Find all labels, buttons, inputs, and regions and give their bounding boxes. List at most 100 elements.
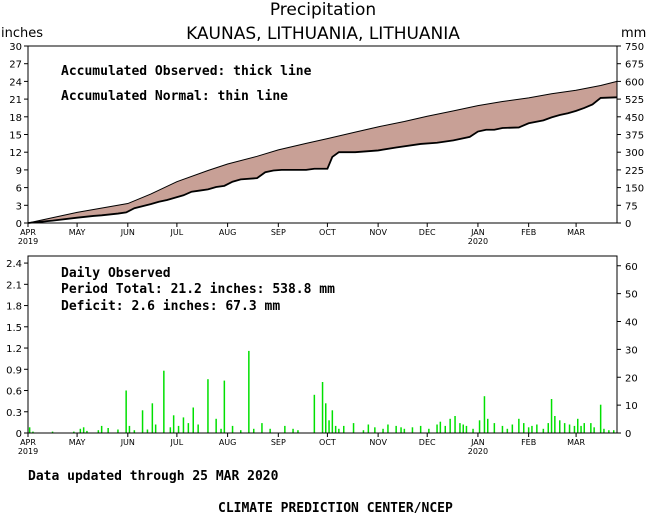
daily-bar xyxy=(253,428,255,433)
y-tick-label-right: 600 xyxy=(625,77,644,88)
daily-bar xyxy=(483,396,486,433)
daily-bar xyxy=(387,424,389,433)
y-tick-label-right: 375 xyxy=(625,131,644,142)
y-tick-label-right: 150 xyxy=(625,184,644,195)
daily-bar xyxy=(411,427,414,433)
y-tick-label-left: 18 xyxy=(9,113,22,124)
y-tick-label-right: 30 xyxy=(625,345,638,356)
daily-bar xyxy=(573,425,576,433)
month-label: NOV xyxy=(369,438,387,447)
daily-bar xyxy=(231,425,234,433)
normal-line xyxy=(27,80,618,224)
daily-bar xyxy=(506,428,509,433)
y-tick-label-right: 525 xyxy=(625,95,644,106)
y-tick-label-right: 60 xyxy=(625,262,638,273)
y-tick-label-left: 9 xyxy=(16,166,22,177)
daily-bar xyxy=(583,423,585,433)
daily-bar xyxy=(146,429,149,433)
left-unit-label: inches xyxy=(1,26,43,41)
updated-text: Data updated through 25 MAR 2020 xyxy=(28,469,279,484)
daily-bar xyxy=(325,403,327,433)
daily-bar xyxy=(459,423,461,433)
daily-bar xyxy=(428,428,430,433)
daily-bar xyxy=(374,427,376,433)
daily-bar xyxy=(599,404,602,433)
daily-bar xyxy=(192,407,194,433)
month-label: JUL xyxy=(170,438,184,447)
y-tick-label-left: 21 xyxy=(9,95,22,106)
daily-bar xyxy=(51,431,54,433)
daily-bar xyxy=(362,430,365,433)
daily-bar xyxy=(449,418,451,433)
y-tick-label-right: 0 xyxy=(625,429,631,440)
y-tick-label-left: 0.6 xyxy=(6,387,22,398)
month-label: OCT xyxy=(319,438,336,447)
daily-bar xyxy=(563,423,566,433)
daily-bar xyxy=(321,382,324,433)
month-label: MAR xyxy=(567,228,585,237)
daily-bar xyxy=(439,421,442,433)
daily-bar xyxy=(523,423,525,433)
y-tick-label-left: 3 xyxy=(16,201,22,212)
observed-line xyxy=(27,96,618,224)
daily-bar xyxy=(163,370,165,433)
daily-bar xyxy=(465,425,468,433)
daily-bar xyxy=(531,425,533,433)
y-tick-label-left: 0.9 xyxy=(6,365,22,376)
month-label: APR xyxy=(20,228,36,237)
y-tick-label-left: 0 xyxy=(16,219,22,230)
month-label: NOV xyxy=(369,228,387,237)
daily-bar xyxy=(547,423,549,433)
daily-bar xyxy=(100,425,103,433)
daily-bar xyxy=(297,430,299,433)
y-tick-label-right: 40 xyxy=(625,318,638,329)
top-axis-ticks: 0369121518212427300751502253003754505256… xyxy=(9,42,644,246)
daily-bar xyxy=(403,428,406,433)
y-tick-label-right: 300 xyxy=(625,148,644,159)
daily-bar xyxy=(590,423,592,433)
month-label: FEB xyxy=(521,438,536,447)
y-tick-label-right: 75 xyxy=(625,201,638,212)
year-label: 2019 xyxy=(18,447,38,456)
daily-bar xyxy=(154,424,157,433)
daily-bar xyxy=(343,425,345,433)
y-tick-label-right: 675 xyxy=(625,60,644,71)
daily-bar xyxy=(400,427,402,433)
daily-bar xyxy=(395,425,397,433)
month-label: JAN xyxy=(470,228,485,237)
month-label: SEP xyxy=(271,228,286,237)
deficit-text: Deficit: 2.6 inches: 67.3 mm xyxy=(61,299,280,314)
daily-bar xyxy=(125,390,127,433)
daily-bar xyxy=(28,427,31,433)
daily-bar xyxy=(554,416,556,433)
daily-bar xyxy=(603,428,605,433)
month-label: MAY xyxy=(69,228,86,237)
y-tick-label-right: 50 xyxy=(625,290,638,301)
right-unit-label: mm xyxy=(621,26,646,41)
daily-bar xyxy=(73,431,75,433)
daily-bar xyxy=(97,430,100,433)
legend-normal: Accumulated Normal: thin line xyxy=(61,89,288,104)
daily-bar xyxy=(334,425,337,433)
daily-bar xyxy=(493,423,496,433)
daily-bar xyxy=(382,428,384,433)
daily-bar xyxy=(141,410,144,433)
legend-observed: Accumulated Observed: thick line xyxy=(61,64,312,79)
month-label: SEP xyxy=(271,438,286,447)
daily-bar xyxy=(501,425,504,433)
y-tick-label-right: 10 xyxy=(625,401,638,412)
y-tick-label-left: 1.8 xyxy=(6,302,22,313)
daily-bar xyxy=(284,425,286,433)
year-label: 2020 xyxy=(468,447,488,456)
daily-bar xyxy=(328,420,330,433)
daily-bar xyxy=(593,427,595,433)
month-label: AUG xyxy=(219,438,237,447)
daily-bar xyxy=(128,425,131,433)
deficit-area xyxy=(28,81,617,224)
daily-bar xyxy=(169,427,172,433)
daily-heading: Daily Observed xyxy=(61,266,171,281)
month-label: MAY xyxy=(69,438,86,447)
daily-bar xyxy=(79,428,82,433)
month-label: JUL xyxy=(170,228,184,237)
daily-bar xyxy=(207,379,209,433)
